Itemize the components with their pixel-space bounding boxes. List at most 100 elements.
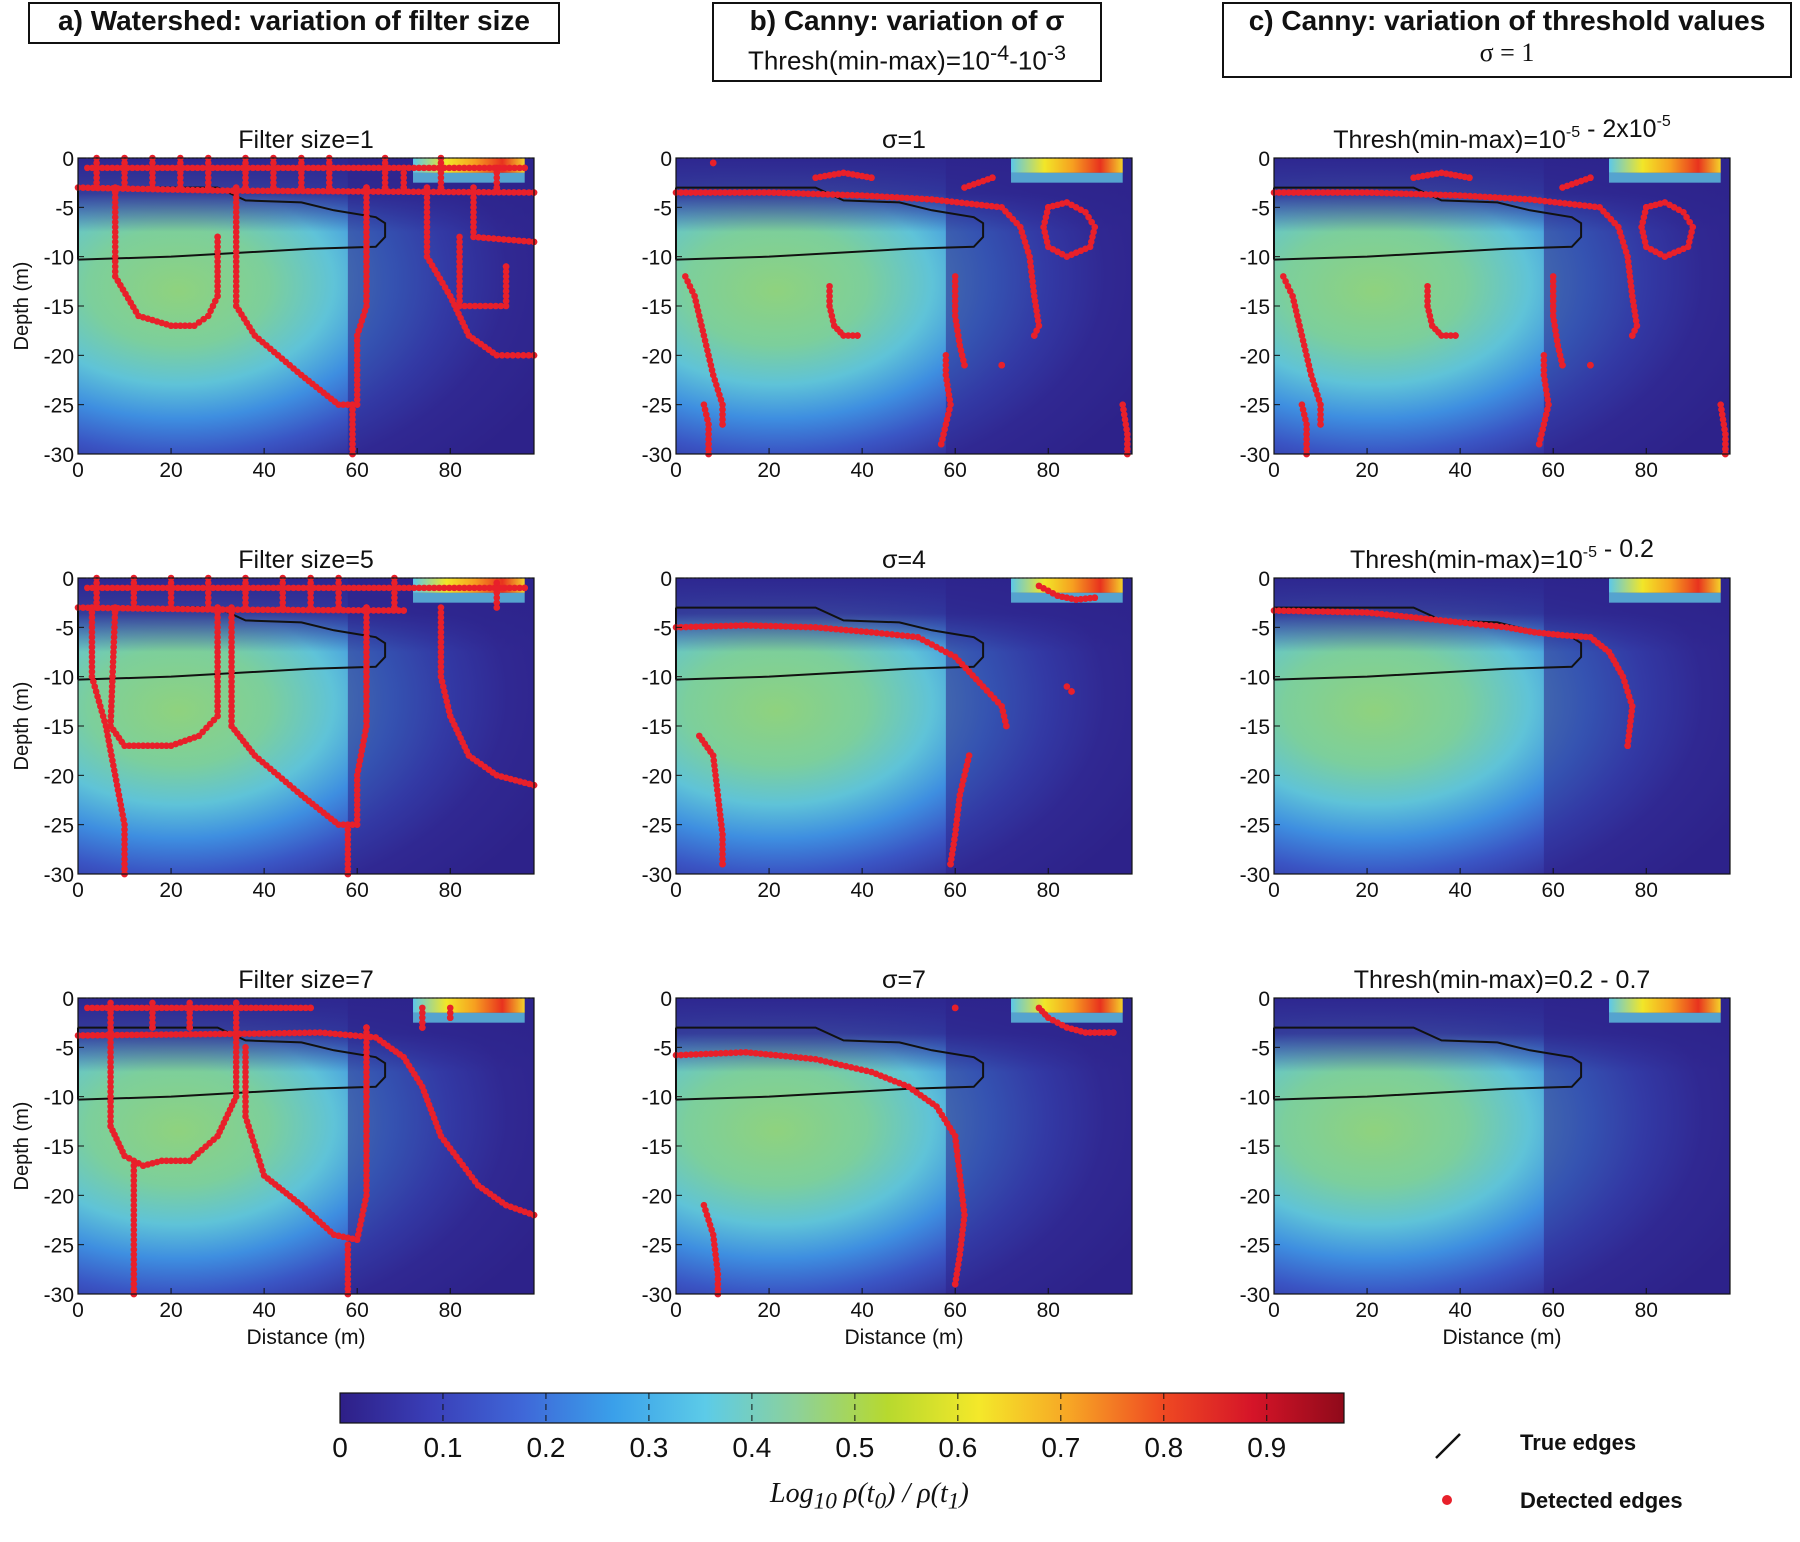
detected-edge-point xyxy=(423,218,431,226)
detected-edge-point xyxy=(1032,302,1040,310)
detected-edge-point xyxy=(1551,198,1559,206)
detected-edge-point xyxy=(172,1157,180,1165)
detected-edge-point xyxy=(116,796,124,804)
detected-edge-point xyxy=(340,164,347,172)
detected-edge-point xyxy=(149,164,156,172)
detected-edge-point xyxy=(167,599,175,606)
detected-edge-point xyxy=(234,164,242,172)
detected-edge-point xyxy=(957,1246,964,1253)
detected-edge-point xyxy=(423,213,431,221)
detected-edge-point xyxy=(807,1055,814,1062)
detected-edge-point xyxy=(344,836,352,843)
heatmap-hot-fringe xyxy=(413,1012,525,1023)
detected-edge-point xyxy=(955,801,962,809)
detected-edge-point xyxy=(214,643,221,651)
detected-edge-point xyxy=(1300,411,1308,418)
detected-edge-point xyxy=(242,174,249,182)
detected-edge-point xyxy=(1718,411,1726,418)
detected-edge-point xyxy=(209,164,216,172)
detected-edge-point xyxy=(107,1083,114,1091)
detected-edge-point xyxy=(1090,228,1097,236)
detected-edge-point xyxy=(214,619,221,626)
detected-edge-point xyxy=(1639,218,1647,226)
y-tick-label: -5 xyxy=(653,1037,672,1060)
detected-edge-point xyxy=(112,776,120,784)
detected-edge-point xyxy=(1353,609,1361,616)
detected-edge-point xyxy=(204,594,212,602)
detected-edge-point xyxy=(878,193,886,200)
detected-edge-point xyxy=(1280,189,1288,196)
detected-edge-point xyxy=(705,421,712,428)
detected-edge-point xyxy=(254,584,262,592)
detected-edge-point xyxy=(325,169,333,177)
detected-edge-point xyxy=(363,258,370,265)
detected-edge-point xyxy=(509,352,517,359)
detected-edge-point xyxy=(1398,612,1405,620)
detected-edge-point xyxy=(767,622,775,630)
detected-edge-point xyxy=(209,584,217,592)
detected-edge-point xyxy=(363,1177,370,1184)
detected-edge-point xyxy=(239,164,247,172)
detected-edge-point xyxy=(1407,190,1415,198)
detected-edge-point xyxy=(130,1275,138,1283)
detected-edge-point xyxy=(287,1004,295,1012)
detected-edge-point xyxy=(762,1050,770,1058)
detected-edge-point xyxy=(149,179,156,186)
detected-edge-point xyxy=(214,678,221,685)
detected-edge-point xyxy=(1466,174,1473,182)
detected-edge-point xyxy=(456,282,463,290)
detected-edge-point xyxy=(355,762,363,769)
detected-edge-point xyxy=(265,1030,273,1037)
colorbar-tick-label: 0 xyxy=(332,1432,348,1463)
detected-edge-point xyxy=(419,1009,426,1017)
detected-edge-point xyxy=(423,243,431,251)
y-tick-label: -30 xyxy=(1240,444,1270,467)
detected-edge-point xyxy=(1549,278,1557,285)
detected-edge-point xyxy=(957,1177,964,1184)
detected-edge-point xyxy=(692,623,700,631)
detected-edge-point xyxy=(301,1029,309,1037)
detected-edge-point xyxy=(335,164,342,172)
true-edge-line xyxy=(675,606,985,681)
detected-edge-point xyxy=(684,278,691,285)
detected-edge-point xyxy=(1119,401,1126,408)
detected-edge-point xyxy=(321,1029,329,1037)
detected-edge-point xyxy=(214,233,221,241)
detected-edge-point xyxy=(1546,198,1554,205)
detected-edge-point xyxy=(105,737,113,745)
detected-edge-point xyxy=(1542,381,1549,389)
detected-edge-point xyxy=(953,1142,960,1150)
detected-edge-point xyxy=(714,1270,722,1278)
detected-edge-point xyxy=(354,1231,362,1239)
detected-edge-point xyxy=(134,584,141,592)
detected-edge-point xyxy=(946,406,953,413)
detected-edge-point xyxy=(363,218,370,226)
detected-edge-point xyxy=(1302,416,1309,423)
detected-edge-point xyxy=(107,1019,114,1026)
detected-edge-point xyxy=(228,609,235,616)
detected-edge-point xyxy=(242,1098,249,1105)
detected-edge-point xyxy=(951,836,958,843)
detected-edge-point xyxy=(174,164,181,172)
detected-edge-point xyxy=(228,648,235,656)
detected-edge-point xyxy=(119,604,127,612)
detected-edge-point xyxy=(1285,607,1292,615)
detected-edge-point xyxy=(276,1029,283,1037)
detected-edge-point xyxy=(232,223,240,231)
detected-edge-point xyxy=(363,1024,370,1031)
detected-edge-point xyxy=(228,698,235,705)
detected-edge-point xyxy=(741,189,748,196)
detected-edge-point xyxy=(214,658,221,666)
x-tick-label: 80 xyxy=(1037,1299,1060,1322)
detected-edge-point xyxy=(242,1083,249,1091)
detected-edge-point xyxy=(391,579,398,587)
heatmap-hot-fringe xyxy=(1609,172,1721,183)
detected-edge-point xyxy=(360,1206,367,1214)
detected-edge-point xyxy=(309,187,317,195)
detected-edge-point xyxy=(242,1108,249,1115)
detected-edge-point xyxy=(363,204,370,211)
detected-edge-point xyxy=(953,322,961,330)
detected-edge-point xyxy=(491,164,498,172)
detected-edge-point xyxy=(1461,192,1469,200)
detected-edge-point xyxy=(1297,327,1305,334)
